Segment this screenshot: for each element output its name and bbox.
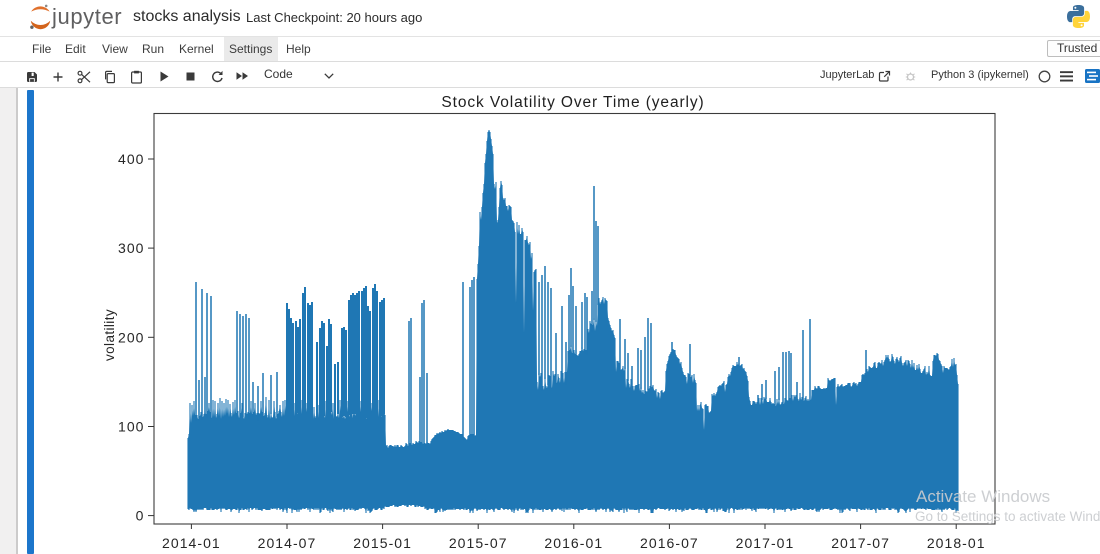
svg-text:2015-01: 2015-01	[353, 535, 412, 551]
svg-text:2016-01: 2016-01	[544, 535, 603, 551]
svg-text:volatility: volatility	[102, 309, 117, 361]
svg-text:0: 0	[136, 508, 145, 524]
svg-text:400: 400	[118, 151, 145, 167]
svg-text:2014-07: 2014-07	[258, 535, 317, 551]
svg-text:2016-07: 2016-07	[640, 535, 699, 551]
svg-text:2015-07: 2015-07	[449, 535, 508, 551]
svg-text:200: 200	[118, 329, 145, 345]
svg-text:2017-07: 2017-07	[831, 535, 890, 551]
svg-text:2014-01: 2014-01	[162, 535, 221, 551]
svg-text:2018-01: 2018-01	[927, 535, 986, 551]
svg-text:2017-01: 2017-01	[736, 535, 795, 551]
svg-text:100: 100	[118, 419, 145, 435]
svg-text:Stock Volatility Over Time (ye: Stock Volatility Over Time (yearly)	[441, 94, 704, 111]
svg-text:300: 300	[118, 240, 145, 256]
